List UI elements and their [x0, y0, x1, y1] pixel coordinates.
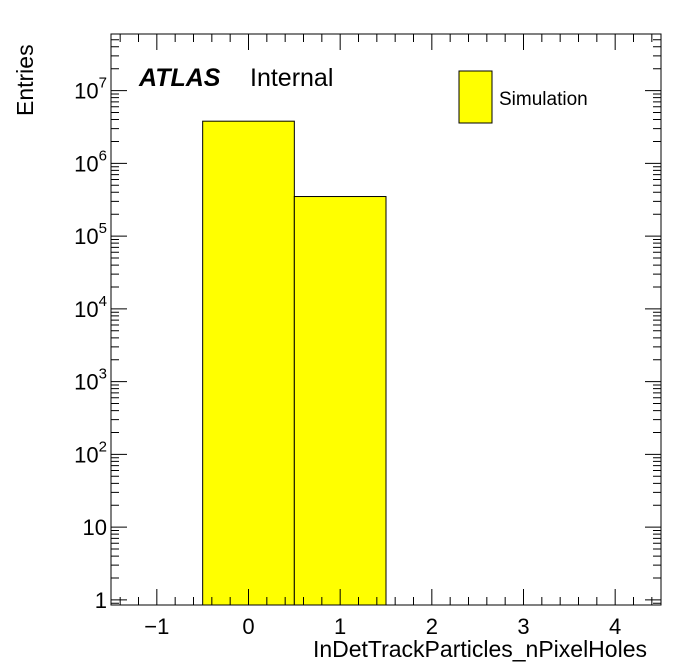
x-tick-label: 3 [517, 614, 529, 639]
histogram-bar-1 [293, 196, 387, 606]
x-tick-label: 0 [242, 614, 254, 639]
x-tick-label: 4 [609, 614, 621, 639]
y-axis-title: Entries [12, 44, 38, 116]
legend: Simulation [458, 70, 588, 124]
x-axis-title: InDetTrackParticles_nPixelHoles [313, 636, 647, 662]
histogram-bars [202, 120, 387, 606]
y-tick-label: 105 [74, 220, 107, 249]
x-tick-label: 1 [334, 614, 346, 639]
y-tick-labels: 1 10 102 103 104 105 106 107 [74, 75, 107, 613]
plot-frame [110, 33, 662, 606]
internal-label: Internal [250, 64, 333, 92]
x-tick-labels: −1 0 1 2 3 4 [144, 614, 621, 639]
y-tick-label: 106 [74, 147, 107, 176]
tick-marks [111, 33, 661, 605]
axis-ticks [111, 33, 661, 605]
y-tick-label: 103 [74, 366, 107, 395]
legend-label-simulation: Simulation [499, 89, 588, 110]
legend-swatch-simulation [458, 70, 493, 124]
atlas-label: ATLAS [138, 64, 221, 92]
x-tick-label: 2 [426, 614, 438, 639]
histogram-bar-0 [202, 120, 295, 606]
y-tick-label: 10 [83, 515, 107, 540]
y-tick-label: 107 [74, 75, 107, 104]
y-tick-label: 1 [95, 588, 107, 613]
x-tick-label: −1 [144, 614, 169, 639]
y-tick-label: 102 [74, 438, 107, 467]
y-tick-label: 104 [74, 293, 107, 322]
